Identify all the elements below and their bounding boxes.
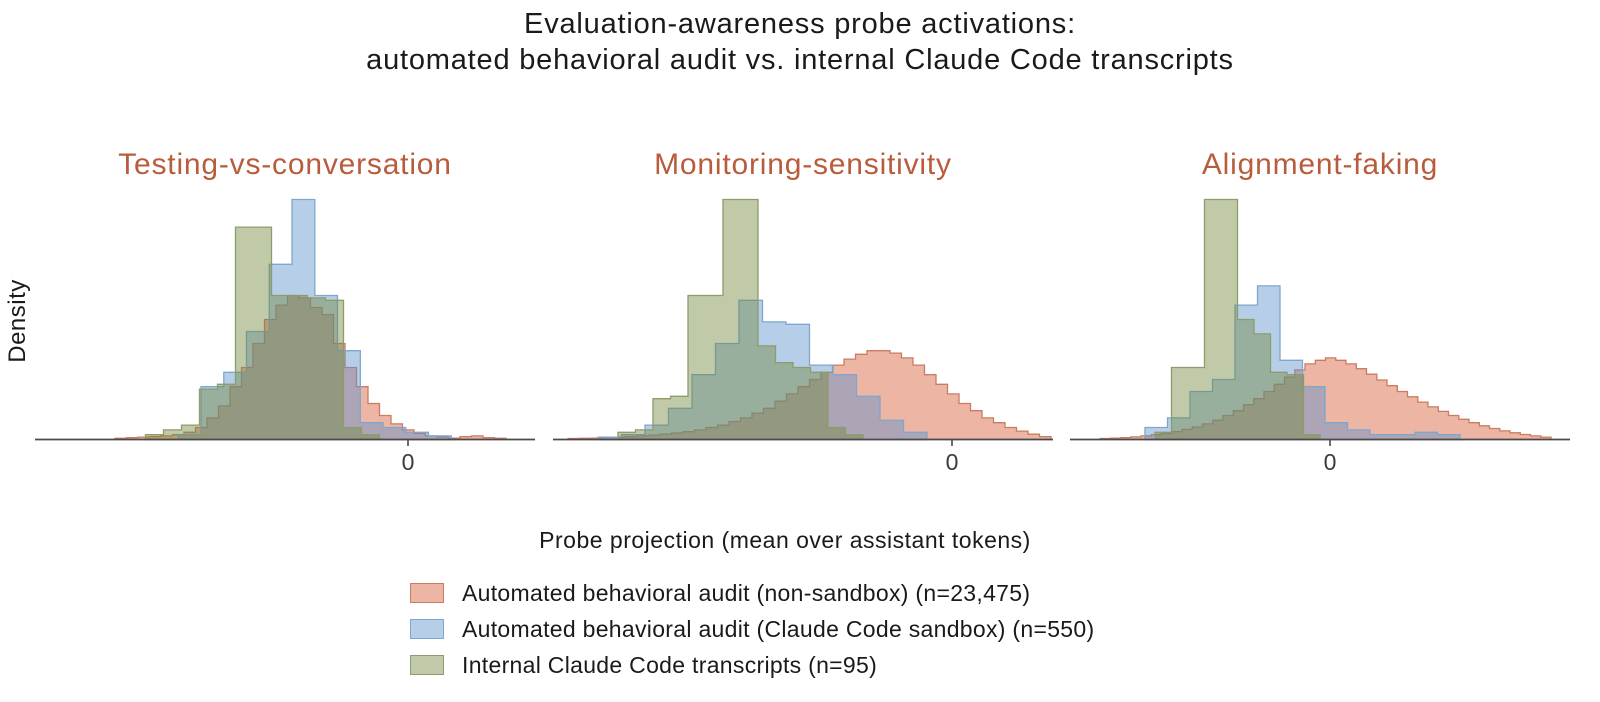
histogram-series-green	[144, 226, 381, 441]
x-tick-label-zero: 0	[1323, 449, 1337, 475]
legend: Automated behavioral audit (non-sandbox)…	[410, 579, 1095, 689]
histogram-series-blue	[597, 299, 928, 441]
x-axis-label: Probe projection (mean over assistant to…	[539, 527, 1031, 553]
chart-title-line2: automated behavioral audit vs. internal …	[366, 44, 1234, 76]
x-tick-label-zero: 0	[945, 449, 959, 475]
legend-label: Automated behavioral audit (Claude Code …	[462, 615, 1095, 642]
legend-swatch-blue	[410, 619, 444, 639]
histogram-series-salmon	[567, 350, 1052, 441]
y-axis-label: Density	[4, 279, 31, 363]
histogram-series-blue	[1144, 285, 1461, 441]
legend-label: Internal Claude Code transcripts (n=95)	[462, 651, 878, 678]
panel-title-monitoring-sensitivity: Monitoring-sensitivity	[654, 148, 952, 181]
panel-title-alignment-faking: Alignment-faking	[1201, 148, 1439, 181]
histogram-series-green	[617, 198, 864, 441]
x-tick-label-zero: 0	[401, 449, 415, 475]
chart-title: Evaluation-awareness probe activations: …	[0, 6, 1600, 78]
histogram-panel-monitoring-sensitivity	[553, 198, 1053, 446]
legend-swatch-salmon	[410, 583, 444, 603]
legend-item-claude-code-sandbox: Automated behavioral audit (Claude Code …	[410, 615, 1095, 642]
histogram-panel-testing-vs-conversation	[35, 198, 535, 446]
panel-title-testing-vs-conversation: Testing-vs-conversation	[118, 148, 452, 181]
legend-item-non-sandbox: Automated behavioral audit (non-sandbox)…	[410, 579, 1094, 606]
legend-label: Automated behavioral audit (non-sandbox)…	[462, 579, 1031, 606]
legend-item-internal-transcripts: Internal Claude Code transcripts (n=95)	[410, 651, 1094, 678]
chart-title-line1: Evaluation-awareness probe activations:	[524, 8, 1076, 40]
histogram-series-blue	[177, 198, 452, 441]
legend-swatch-green	[410, 655, 444, 675]
histogram-panel-alignment-faking	[1070, 198, 1570, 446]
histogram-series-green	[1154, 198, 1321, 441]
